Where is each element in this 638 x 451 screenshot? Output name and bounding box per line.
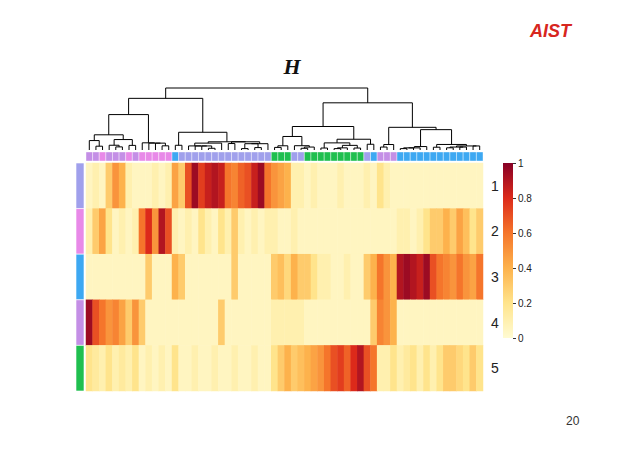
- svg-text:4: 4: [491, 315, 499, 331]
- svg-text:AIST: AIST: [529, 21, 573, 41]
- svg-text:0.4: 0.4: [518, 263, 532, 274]
- svg-text:1: 1: [518, 158, 524, 169]
- svg-text:0.8: 0.8: [518, 193, 532, 204]
- svg-text:1: 1: [491, 178, 499, 194]
- svg-text:3: 3: [491, 269, 499, 285]
- svg-text:H: H: [282, 54, 301, 79]
- svg-text:0.6: 0.6: [518, 228, 532, 239]
- svg-text:5: 5: [491, 360, 499, 376]
- svg-text:0: 0: [518, 333, 524, 344]
- svg-text:2: 2: [491, 223, 499, 239]
- svg-text:20: 20: [566, 414, 580, 428]
- svg-text:0.2: 0.2: [518, 298, 532, 309]
